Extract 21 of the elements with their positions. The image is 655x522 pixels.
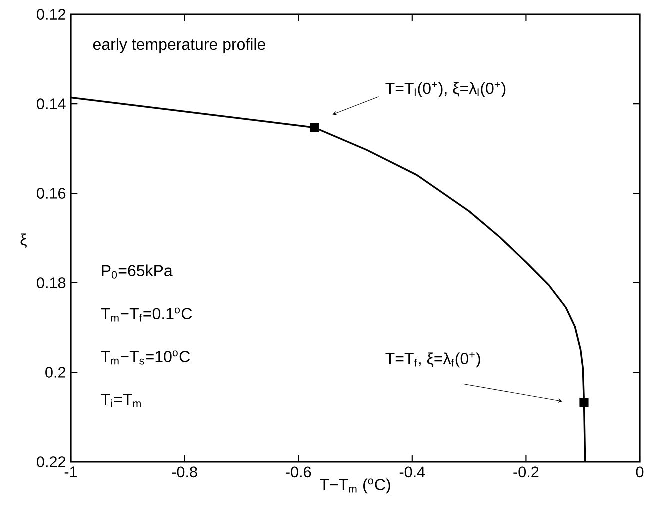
x-tick-label: -0.8 bbox=[172, 466, 198, 478]
annotation: T$_{m}$−T$_{f}$=0.1$^{o}$C bbox=[101, 308, 192, 322]
annotation: T=T$_{f}$, ξ=λ$_{f}$(0$^{+}$) bbox=[386, 352, 480, 368]
y-tick-label: 0.18 bbox=[37, 278, 66, 288]
y-tick-label: 0.22 bbox=[37, 456, 66, 468]
y-tick-label: 0.16 bbox=[37, 188, 66, 199]
annotation: T$_{m}$−T$_{s}$=10$^{o}$C bbox=[101, 350, 190, 365]
text: early temperature profile bbox=[93, 38, 266, 54]
y-tick-label: 0.12 bbox=[37, 9, 66, 20]
y-axis-title: ξ bbox=[20, 234, 27, 248]
x-tick-label: -1 bbox=[64, 466, 78, 478]
x-tick-label: -0.4 bbox=[400, 466, 426, 478]
y-tick-label: 0.2 bbox=[46, 367, 66, 378]
text: T=T$_{l}$(0$^{+}$), ξ=λ$_{l}$(0$^{+}$) bbox=[386, 82, 506, 98]
x-tick-label: 0 bbox=[636, 466, 644, 478]
annotation: T$_{i}$=T$_{m}$ bbox=[101, 394, 141, 408]
annotation: P$_{0}$=65kPa bbox=[102, 264, 173, 279]
x-axis-title: T−T$_{m}$ ($^{o}$C) bbox=[320, 478, 390, 494]
y-tick-label: 0.14 bbox=[37, 98, 66, 110]
x-tick-label: -0.6 bbox=[286, 466, 312, 478]
x-tick-label: -0.2 bbox=[514, 466, 539, 478]
